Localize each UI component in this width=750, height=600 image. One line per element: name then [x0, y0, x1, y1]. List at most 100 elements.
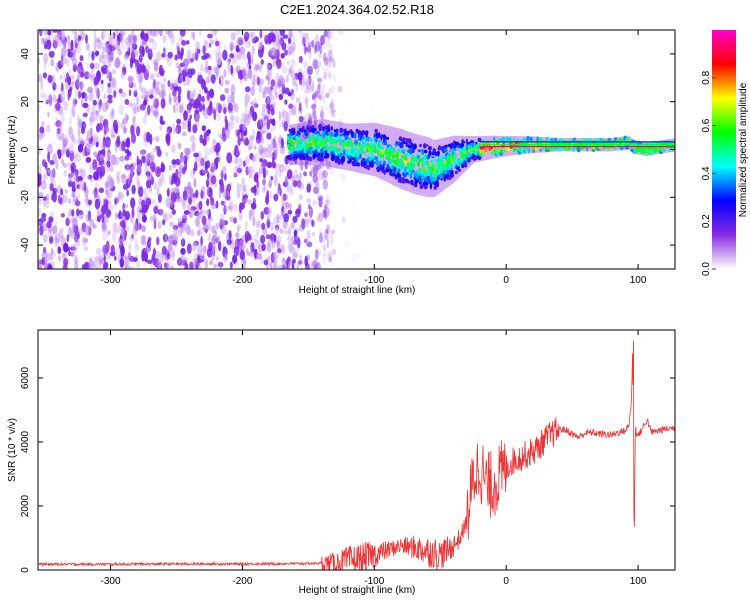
noise-speckle [318, 94, 321, 100]
noise-speckle [259, 134, 263, 143]
noise-speckle [273, 193, 279, 202]
noise-speckle [129, 265, 135, 269]
noise-speckle [93, 151, 98, 158]
noise-speckle [38, 198, 43, 206]
noise-speckle [257, 119, 263, 131]
noise-speckle [273, 135, 277, 146]
noise-speckle [275, 59, 281, 66]
band-mark [423, 177, 426, 181]
noise-speckle [78, 210, 84, 220]
noise-speckle [212, 138, 217, 150]
noise-speckle [98, 187, 105, 194]
noise-speckle [303, 43, 307, 55]
noise-speckle [327, 87, 333, 96]
noise-speckle [189, 58, 194, 63]
noise-speckle [145, 154, 150, 164]
snr-x-tick-label: -300 [101, 576, 121, 587]
noise-speckle [143, 33, 149, 42]
noise-speckle [161, 90, 166, 99]
noise-speckle [279, 74, 283, 83]
noise-speckle [148, 47, 153, 56]
noise-speckle [252, 154, 256, 163]
noise-speckle [233, 202, 238, 213]
noise-speckle [370, 104, 374, 112]
band-mark [435, 179, 439, 186]
noise-speckle [43, 234, 48, 243]
noise-speckle [311, 106, 316, 117]
noise-speckle [67, 51, 74, 58]
noise-speckle [210, 162, 216, 173]
spectrogram-marks [38, 30, 675, 269]
noise-speckle [241, 257, 245, 269]
noise-speckle [169, 199, 174, 208]
noise-speckle [307, 41, 313, 48]
noise-speckle [167, 235, 174, 244]
noise-speckle [322, 209, 326, 219]
noise-speckle [120, 230, 124, 237]
noise-speckle [178, 72, 183, 84]
noise-speckle [315, 181, 320, 187]
noise-speckle [328, 161, 332, 171]
noise-speckle [250, 186, 257, 193]
noise-speckle [325, 161, 331, 170]
noise-speckle [256, 252, 262, 260]
noise-speckle [72, 98, 77, 107]
noise-speckle [340, 173, 346, 181]
noise-speckle [95, 141, 99, 148]
noise-speckle [38, 263, 42, 269]
noise-speckle [87, 73, 91, 78]
noise-speckle [156, 72, 160, 78]
noise-speckle [323, 231, 328, 239]
noise-speckle [44, 161, 48, 170]
noise-speckle [172, 122, 175, 129]
noise-speckle [274, 250, 280, 259]
noise-speckle [87, 86, 93, 93]
spectrogram-x-tick-label: 100 [630, 275, 647, 286]
noise-speckle [132, 82, 137, 89]
noise-speckle [39, 126, 45, 134]
noise-speckle [227, 205, 233, 211]
noise-speckle [293, 75, 298, 85]
noise-speckle [65, 36, 71, 44]
noise-speckle [84, 93, 88, 102]
noise-speckle [72, 189, 76, 199]
noise-speckle [128, 155, 133, 161]
band-mark [330, 127, 333, 131]
noise-speckle [338, 30, 344, 36]
noise-speckle [306, 230, 311, 242]
spectrogram-x-tick-label: -200 [232, 275, 252, 286]
noise-speckle [252, 215, 256, 227]
snr-y-tick-label: 2000 [20, 494, 31, 517]
noise-speckle [198, 200, 203, 210]
noise-speckle [244, 108, 248, 114]
noise-speckle [121, 174, 127, 184]
noise-speckle [328, 55, 333, 67]
noise-speckle [235, 232, 240, 238]
noise-speckle [79, 168, 84, 178]
noise-speckle [38, 263, 42, 269]
noise-speckle [112, 85, 116, 91]
band-mark [394, 162, 397, 168]
colorbar-label: Normalized spectral amplitude [738, 82, 749, 217]
noise-speckle [88, 91, 94, 102]
noise-speckle [244, 86, 251, 93]
noise-speckle [186, 203, 191, 212]
noise-speckle [327, 30, 331, 40]
noise-speckle [88, 257, 94, 267]
noise-speckle [273, 260, 278, 269]
noise-speckle [101, 245, 107, 256]
noise-speckle [197, 74, 204, 85]
noise-speckle [319, 80, 322, 88]
noise-speckle [271, 100, 277, 109]
noise-speckle [322, 253, 326, 265]
noise-speckle [344, 41, 348, 47]
noise-speckle [238, 238, 244, 247]
noise-speckle [93, 187, 98, 198]
noise-speckle [72, 64, 78, 72]
noise-speckle [128, 81, 134, 89]
noise-speckle [121, 140, 126, 152]
noise-speckle [182, 190, 188, 201]
noise-speckle [87, 86, 93, 93]
noise-speckle [153, 182, 157, 190]
noise-speckle [117, 238, 124, 246]
